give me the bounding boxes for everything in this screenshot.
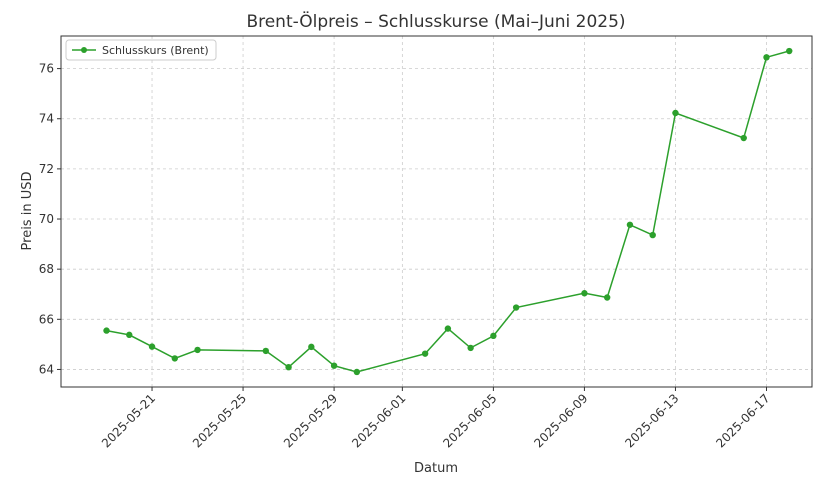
- chart-title: Brent-Ölpreis – Schlusskurse (Mai–Juni 2…: [246, 10, 625, 32]
- x-tick-label: 2025-06-05: [440, 391, 499, 450]
- x-tick-label: 2025-05-21: [99, 391, 158, 450]
- data-point: [308, 343, 315, 351]
- data-point: [126, 331, 133, 339]
- x-axis-label: Datum: [414, 461, 458, 476]
- data-point: [285, 363, 292, 371]
- x-tick-label: 2025-06-13: [622, 391, 681, 450]
- x-tick-label: 2025-05-29: [281, 391, 340, 450]
- data-point: [740, 134, 747, 142]
- y-tick-label: 66: [39, 312, 54, 326]
- x-tick-label: 2025-06-01: [349, 391, 408, 450]
- series-line: [106, 50, 790, 373]
- data-point: [353, 368, 361, 376]
- data-point: [603, 294, 611, 301]
- data-point: [421, 350, 429, 357]
- data-point: [148, 343, 156, 350]
- data-point: [763, 54, 770, 61]
- data-point: [103, 327, 110, 334]
- grid: [61, 36, 812, 387]
- data-point: [581, 290, 588, 297]
- data-point: [626, 221, 634, 228]
- data-point: [512, 304, 520, 311]
- data-point: [262, 347, 270, 355]
- axes: 64 66 68 70 72 74 76 2025-05-21 2025-05-25 2025-0…: [39, 35, 813, 450]
- series-layer: [103, 47, 793, 376]
- y-tick-label: 74: [39, 112, 54, 126]
- y-tick-label: 72: [39, 162, 54, 176]
- x-tick-label: 2025-05-25: [190, 391, 249, 450]
- data-point: [330, 362, 338, 369]
- data-point: [490, 332, 497, 340]
- legend-label: Schlusskurs (Brent): [102, 44, 209, 57]
- x-tick-label: 2025-06-09: [531, 391, 590, 450]
- y-axis-label: Preis in USD: [20, 172, 35, 251]
- y-tick-label: 68: [39, 262, 54, 276]
- plot-frame: [60, 35, 813, 388]
- legend: Schlusskurs (Brent): [65, 39, 217, 61]
- y-tick-label: 70: [39, 212, 54, 226]
- y-tick-label: 64: [39, 362, 54, 376]
- legend-marker: [81, 47, 87, 53]
- y-tick-label: 76: [39, 62, 54, 76]
- data-point: [672, 109, 679, 117]
- data-point: [467, 344, 474, 352]
- legend-box: [65, 39, 217, 61]
- x-tick-label: 2025-06-17: [713, 391, 772, 450]
- data-point: [786, 47, 793, 55]
- data-point: [444, 325, 452, 332]
- data-point: [194, 346, 201, 354]
- data-point: [649, 231, 656, 239]
- data-point: [171, 355, 178, 362]
